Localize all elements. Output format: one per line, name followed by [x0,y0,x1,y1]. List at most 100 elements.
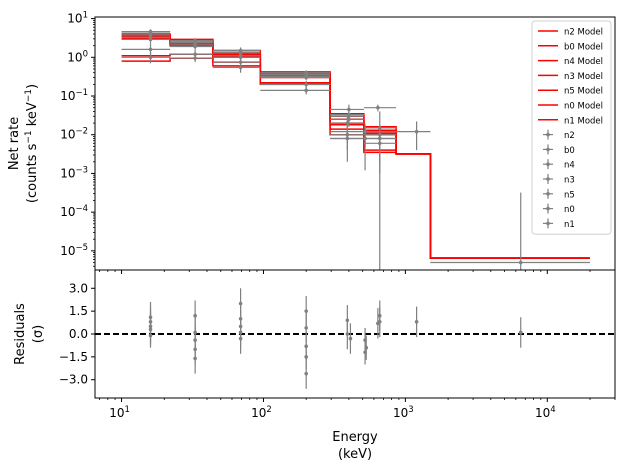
model-line-n4 [121,53,590,259]
legend-box [531,20,612,235]
legend-label: n2 [564,131,575,141]
data-point [148,35,153,40]
legend-data-swatch-dot [546,177,550,181]
top-y-axis: 101 100 10−1 10−2 10−3 10−4 10−5 [60,11,95,267]
legend-label: n5 Model [564,87,603,97]
residual-y-label: Residuals [13,303,28,365]
legend: n2 Model b0 Model n4 Model n3 Model n5 Model… [531,20,612,235]
top-y-label: Net rate [7,117,22,170]
data-point [304,72,308,77]
legend-label: n1 [564,220,575,230]
data-point [193,38,197,43]
legend-label: b0 [564,146,575,156]
data-series-n4 [121,43,397,270]
data-point [238,53,243,58]
data-point [376,105,380,110]
legend-data-swatch-dot [546,206,550,211]
y-tick-label: 10−4 [60,204,88,219]
residual-point [148,324,153,329]
residual-point [304,326,308,330]
data-point [148,29,153,34]
net-rate-panel: 101 100 10−1 10−2 10−3 10−4 10−5 Net rate(count… [7,11,616,271]
x-axis-label-units: (keV) [338,447,372,462]
legend-data-swatch-dot [546,147,550,152]
legend-label: n0 [564,205,575,215]
legend-data-swatch-dot [546,192,550,196]
data-point [414,129,419,134]
data-point [363,129,367,134]
y-tick-label: 101 [67,11,88,26]
data-points [121,29,591,270]
legend-data-swatch-dot [546,132,550,137]
model-line-n3 [121,38,590,259]
y-tick-label: 10−2 [60,127,88,142]
y-tick-label: 1.5 [69,304,88,318]
data-point [304,82,308,87]
y-tick-label: 3.0 [69,281,88,295]
x-axis-label: Energy [332,430,378,445]
data-series-n5 [121,51,397,174]
residual-point [304,309,308,313]
y-tick-label: 10−5 [60,243,88,258]
residual-point [364,345,369,350]
model-line-n2 [121,35,590,259]
residual-point [193,330,197,335]
data-point [148,55,153,60]
legend-label: n3 [564,176,575,186]
x-axis: 101 102 103 104 Energy (keV) [99,270,616,462]
x-tick-label: 103 [393,405,414,420]
residual-y-label-units: (σ) [31,325,46,343]
legend-label: n4 Model [564,57,603,67]
x-tick-label: 104 [535,405,556,420]
y-tick-label: 0.0 [69,327,88,341]
data-point [238,65,243,70]
residual-point [414,320,419,324]
data-series-n1 [121,29,397,162]
residual-points [148,288,523,389]
data-point [193,56,197,60]
legend-label: n1 Model [564,116,603,126]
model-line-n1 [121,34,590,259]
residual-point [348,336,353,341]
residual-point [193,347,197,352]
data-point [304,88,308,93]
residual-point [193,313,197,318]
data-point [193,43,197,47]
x-tick-label: 102 [251,405,272,420]
legend-data-swatch-dot [546,221,550,226]
data-series-n0 [121,34,397,147]
data-point [238,60,243,64]
model-line-b0 [121,33,590,259]
y-tick-label: −1.5 [59,350,88,364]
legend-label: n2 Model [564,28,603,38]
legend-label: n3 Model [564,72,603,82]
model-lines [121,33,590,259]
legend-data-swatch-dot [546,162,550,166]
data-point [148,47,153,52]
residual-point [518,330,523,335]
residual-point [377,320,382,324]
model-line-n0 [121,36,590,259]
y-tick-label: 100 [67,49,88,64]
x-tick-label: 101 [109,405,130,420]
data-series-b0 [121,32,591,270]
legend-label: n5 [564,190,575,200]
residual-point [304,371,308,376]
residual-point [304,355,308,359]
legend-label: b0 Model [564,42,603,52]
y-tick-label: 10−1 [60,88,88,103]
data-point [238,49,243,53]
top-y-label-units: (counts s−1 keV−1) [24,84,40,203]
legend-label: n4 [564,161,575,171]
y-tick-label: 10−3 [60,165,88,180]
model-line-n5 [121,57,590,259]
residual-point [238,330,243,335]
data-point [345,121,350,125]
data-point [347,112,351,117]
data-point [518,260,523,265]
residual-y-axis: 3.0 1.5 0.0 −1.5 −3.0 [59,281,95,387]
residual-panel: 3.0 1.5 0.0 −1.5 −3.0 Residuals (σ) [13,269,616,399]
data-point [345,132,350,137]
